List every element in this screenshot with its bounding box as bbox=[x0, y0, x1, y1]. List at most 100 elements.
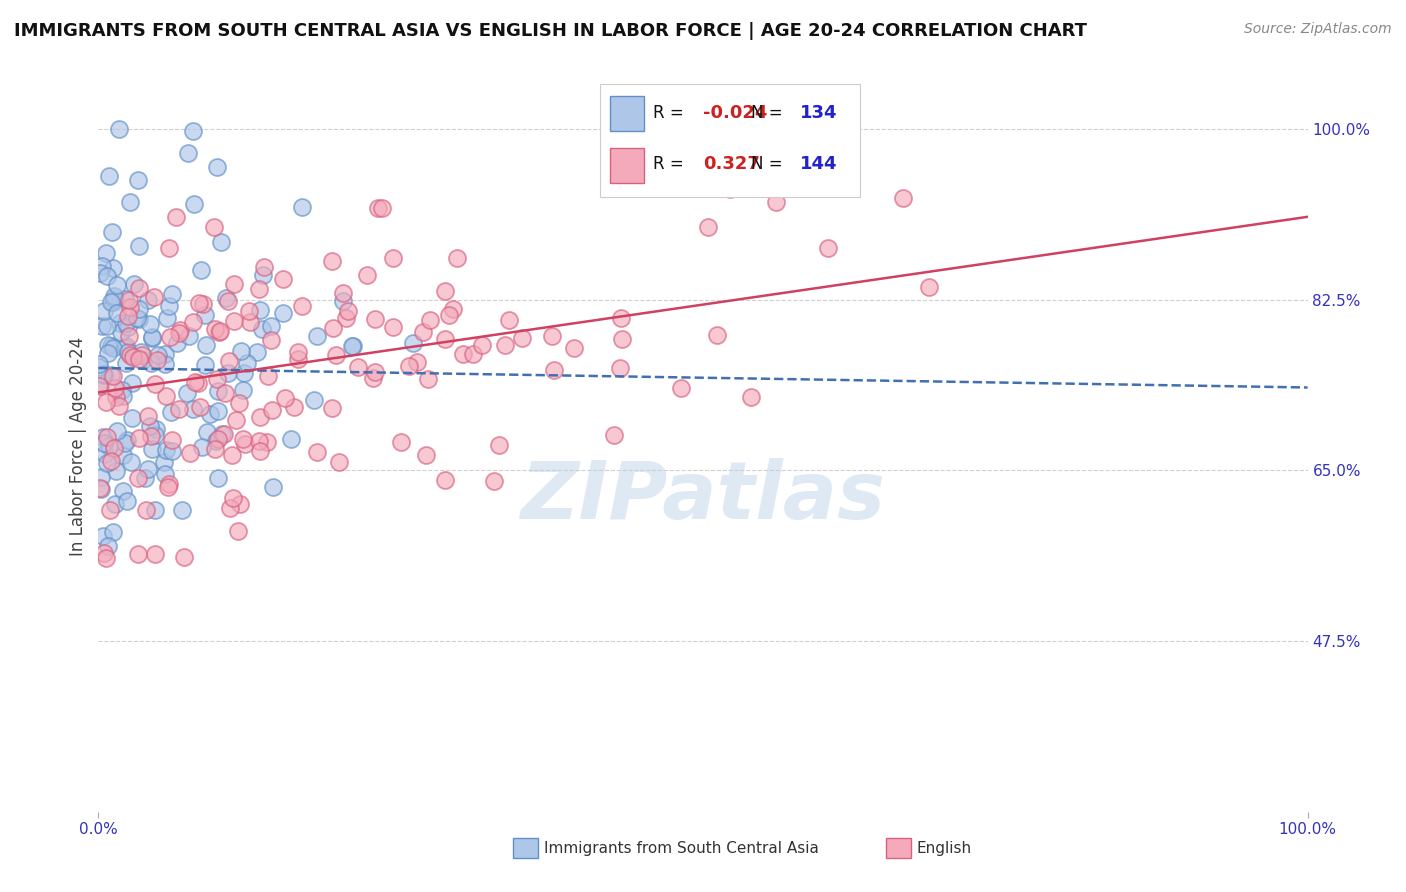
Point bbox=[463, 347, 485, 361]
Point bbox=[153, 347, 176, 361]
Point bbox=[232, 432, 254, 446]
Point bbox=[228, 497, 250, 511]
Point bbox=[160, 444, 183, 458]
Point bbox=[433, 473, 456, 487]
Point bbox=[122, 277, 145, 291]
Point bbox=[225, 413, 247, 427]
Point bbox=[325, 348, 347, 362]
Point bbox=[139, 419, 162, 434]
Point bbox=[195, 425, 218, 440]
Point bbox=[139, 317, 162, 331]
Point bbox=[273, 272, 295, 286]
Point bbox=[211, 427, 233, 442]
Point bbox=[118, 329, 141, 343]
Point bbox=[115, 494, 138, 508]
Point bbox=[112, 484, 135, 499]
Point bbox=[389, 434, 412, 449]
Point bbox=[257, 369, 280, 384]
Point bbox=[740, 390, 762, 404]
Point bbox=[238, 303, 260, 318]
Point bbox=[262, 480, 284, 494]
Point bbox=[204, 321, 226, 335]
Point bbox=[117, 309, 139, 323]
Point bbox=[87, 379, 110, 393]
Point bbox=[188, 296, 211, 310]
Point bbox=[165, 211, 187, 225]
Point bbox=[256, 435, 278, 450]
Point bbox=[105, 424, 128, 438]
Point bbox=[221, 449, 243, 463]
Point bbox=[217, 294, 239, 309]
Point bbox=[118, 293, 141, 307]
Point bbox=[100, 338, 122, 352]
Point bbox=[190, 263, 212, 277]
Y-axis label: In Labor Force | Age 20-24: In Labor Force | Age 20-24 bbox=[69, 336, 87, 556]
Point bbox=[115, 356, 138, 370]
Point bbox=[155, 442, 177, 457]
Point bbox=[136, 462, 159, 476]
Point bbox=[718, 182, 741, 196]
Point bbox=[181, 315, 204, 329]
Point bbox=[127, 471, 149, 485]
Point bbox=[89, 481, 111, 495]
Point bbox=[104, 381, 127, 395]
Point bbox=[114, 316, 136, 330]
Point bbox=[233, 366, 256, 380]
Point bbox=[364, 312, 387, 326]
Point bbox=[103, 497, 125, 511]
Text: IMMIGRANTS FROM SOUTH CENTRAL ASIA VS ENGLISH IN LABOR FORCE | AGE 20-24 CORRELA: IMMIGRANTS FROM SOUTH CENTRAL ASIA VS EN… bbox=[14, 22, 1087, 40]
Point bbox=[96, 318, 118, 333]
Point bbox=[214, 386, 236, 401]
Point bbox=[222, 491, 245, 505]
Point bbox=[93, 546, 115, 560]
Point bbox=[302, 392, 325, 407]
Point bbox=[765, 195, 787, 210]
Point bbox=[114, 435, 136, 450]
Point bbox=[167, 402, 190, 417]
Point bbox=[260, 318, 283, 333]
Text: English: English bbox=[917, 841, 972, 855]
Point bbox=[253, 260, 276, 274]
Point bbox=[114, 342, 136, 356]
Point bbox=[609, 311, 631, 326]
Point bbox=[141, 330, 163, 344]
Point bbox=[166, 336, 188, 351]
Point bbox=[252, 268, 274, 282]
Point bbox=[160, 405, 183, 419]
Point bbox=[98, 169, 121, 183]
Point bbox=[226, 524, 249, 538]
Point bbox=[97, 539, 120, 553]
Point bbox=[498, 312, 520, 326]
Point bbox=[332, 293, 354, 308]
Point bbox=[114, 339, 136, 353]
Point bbox=[128, 238, 150, 252]
Point bbox=[101, 295, 124, 310]
Point bbox=[322, 320, 344, 334]
Point bbox=[93, 304, 115, 318]
Point bbox=[98, 503, 121, 517]
Point bbox=[128, 351, 150, 366]
Point bbox=[101, 260, 124, 275]
Point bbox=[93, 368, 115, 382]
Point bbox=[287, 352, 309, 367]
Point bbox=[108, 316, 131, 330]
Point bbox=[346, 359, 368, 374]
Point bbox=[494, 338, 516, 352]
Point bbox=[94, 447, 117, 461]
Point bbox=[148, 348, 170, 362]
Point bbox=[194, 358, 217, 372]
Point bbox=[260, 334, 283, 348]
Text: 0.327: 0.327 bbox=[703, 155, 759, 173]
Point bbox=[231, 344, 253, 359]
Point bbox=[202, 220, 225, 235]
Point bbox=[291, 300, 314, 314]
Text: N =: N = bbox=[751, 104, 789, 122]
Point bbox=[157, 476, 180, 491]
Point bbox=[222, 314, 245, 328]
Point bbox=[212, 426, 235, 441]
Point bbox=[183, 375, 205, 389]
Point bbox=[117, 345, 139, 359]
Point bbox=[321, 253, 343, 268]
Point bbox=[191, 296, 214, 310]
Point bbox=[176, 385, 198, 400]
